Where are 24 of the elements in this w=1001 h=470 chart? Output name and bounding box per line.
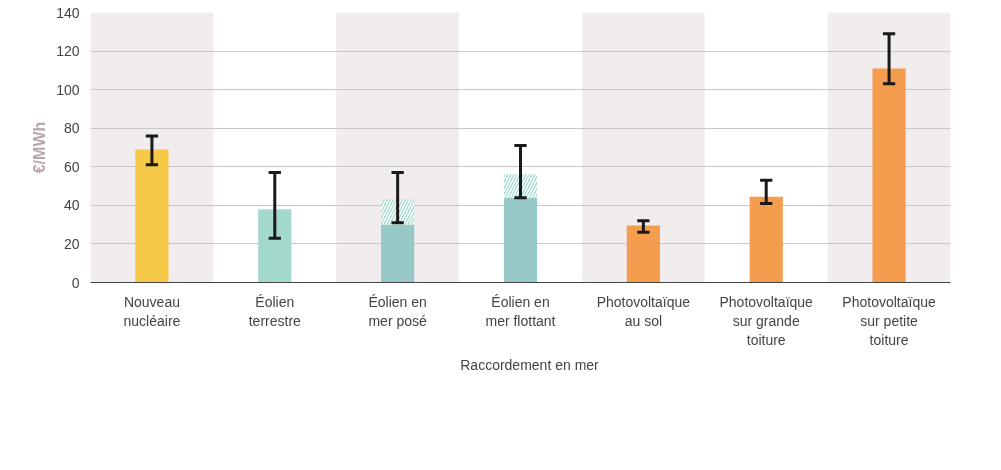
y-tick-label: 0 <box>71 274 80 291</box>
x-tick-label: Éolien en mer posé <box>368 293 428 329</box>
x-tick-label: Photovoltaïque sur petite toiture <box>842 293 936 348</box>
y-tick-label: 60 <box>63 158 80 175</box>
bar <box>258 209 292 283</box>
bar <box>872 68 906 283</box>
y-tick-label: 20 <box>63 235 80 252</box>
y-tick-label: 100 <box>56 81 80 98</box>
y-tick-label: 120 <box>56 43 80 60</box>
bar <box>503 197 538 283</box>
bar <box>135 149 169 283</box>
bar <box>626 225 660 283</box>
x-tick-label: Nouveau nucléaire <box>123 293 181 329</box>
y-axis-title: €/MWh <box>31 121 49 174</box>
x-tick-label: Photovoltaïque au sol <box>596 293 691 329</box>
y-tick-label: 80 <box>63 120 80 137</box>
bar <box>749 196 783 283</box>
x-tick-label: Éolien terrestre <box>248 293 302 329</box>
y-tick-label: 40 <box>63 197 80 214</box>
y-tick-label: 140 <box>56 4 80 21</box>
x-tick-label: Photovoltaïque sur grande toiture <box>719 293 814 348</box>
x-tick-label: Éolien en mer flottant <box>485 293 556 329</box>
bar <box>381 224 415 283</box>
text: Raccordement en mer <box>460 357 599 373</box>
